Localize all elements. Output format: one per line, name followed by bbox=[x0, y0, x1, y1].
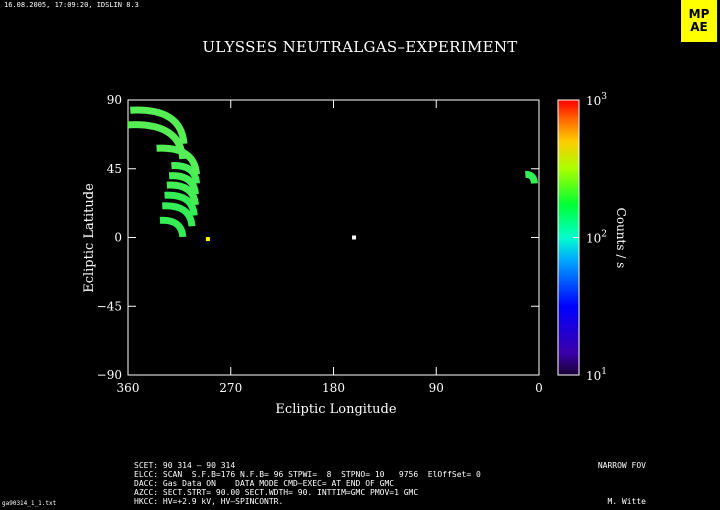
points-layer bbox=[205, 235, 357, 242]
scan-arc bbox=[164, 191, 198, 217]
scan-arc bbox=[171, 162, 200, 184]
colorbar-label: Counts / s bbox=[614, 208, 628, 269]
y-tick-label: 0 bbox=[114, 231, 122, 245]
x-tick-label: 90 bbox=[429, 381, 444, 395]
fov-label: NARROW FOV bbox=[597, 461, 646, 470]
footer-line-hkcc: HKCC: HV=+2.9 kV, HV–SPINCONTR. bbox=[134, 497, 284, 506]
footer-line-dacc: DACC: Gas Data ON DATA MODE CMD–EXEC= AT… bbox=[134, 479, 395, 488]
y-tick-label: −90 bbox=[97, 368, 122, 382]
footer-line-elcc: ELCC: SCAN S.F.B=176 N.F.B= 96 STPWI= 8 … bbox=[134, 470, 481, 479]
scan-arc bbox=[166, 181, 199, 206]
scan-arc bbox=[127, 121, 187, 160]
colorbar-tick-label: 101 bbox=[586, 367, 607, 383]
timestamp-label: 16.08.2005, 17:09:20, IDSLIN 8.3 bbox=[4, 1, 139, 9]
x-axis-ticks: 360 270 180 90 0 bbox=[117, 100, 543, 395]
y-tick-label: 45 bbox=[107, 162, 122, 176]
chart-title: ULYSSES NEUTRALGAS–EXPERIMENT bbox=[202, 38, 518, 56]
y-axis-ticks: 90 45 0 −45 −90 bbox=[97, 93, 539, 382]
logo-line-1: MP bbox=[688, 7, 710, 21]
footer-line-azcc: AZCC: SECT.STRT= 90.00 SECT.WDTH= 90. IN… bbox=[134, 488, 419, 497]
footer-line-scet: SCET: 90 314 – 90 314 bbox=[134, 461, 236, 470]
data-point bbox=[205, 237, 210, 242]
scan-arc bbox=[162, 202, 196, 227]
colorbar-tick-label: 103 bbox=[586, 92, 607, 108]
colorbar-tick-label: 102 bbox=[586, 230, 607, 246]
data-point bbox=[352, 235, 357, 240]
y-tick-label: −45 bbox=[97, 299, 122, 313]
scan-arcs-layer bbox=[127, 106, 538, 238]
plot-frame bbox=[127, 99, 540, 376]
file-label: ga90314_1_1.txt bbox=[2, 500, 57, 507]
scan-arc bbox=[168, 172, 199, 195]
scan-arc bbox=[159, 216, 187, 238]
scan-arc bbox=[130, 106, 188, 145]
x-tick-label: 270 bbox=[219, 381, 242, 395]
author-label: M. Witte bbox=[607, 497, 646, 506]
x-tick-label: 360 bbox=[117, 381, 140, 395]
x-axis-label: Ecliptic Longitude bbox=[275, 402, 396, 417]
x-tick-label: 180 bbox=[322, 381, 345, 395]
scan-arc bbox=[525, 170, 538, 184]
y-axis-label: Ecliptic Latitude bbox=[82, 183, 97, 293]
y-tick-label: 90 bbox=[107, 93, 122, 107]
colorbar-ticks: 103 102 101 bbox=[573, 92, 607, 383]
logo-line-2: AE bbox=[690, 20, 708, 34]
x-tick-label: 0 bbox=[535, 381, 543, 395]
mpae-logo: MP AE bbox=[681, 0, 717, 42]
